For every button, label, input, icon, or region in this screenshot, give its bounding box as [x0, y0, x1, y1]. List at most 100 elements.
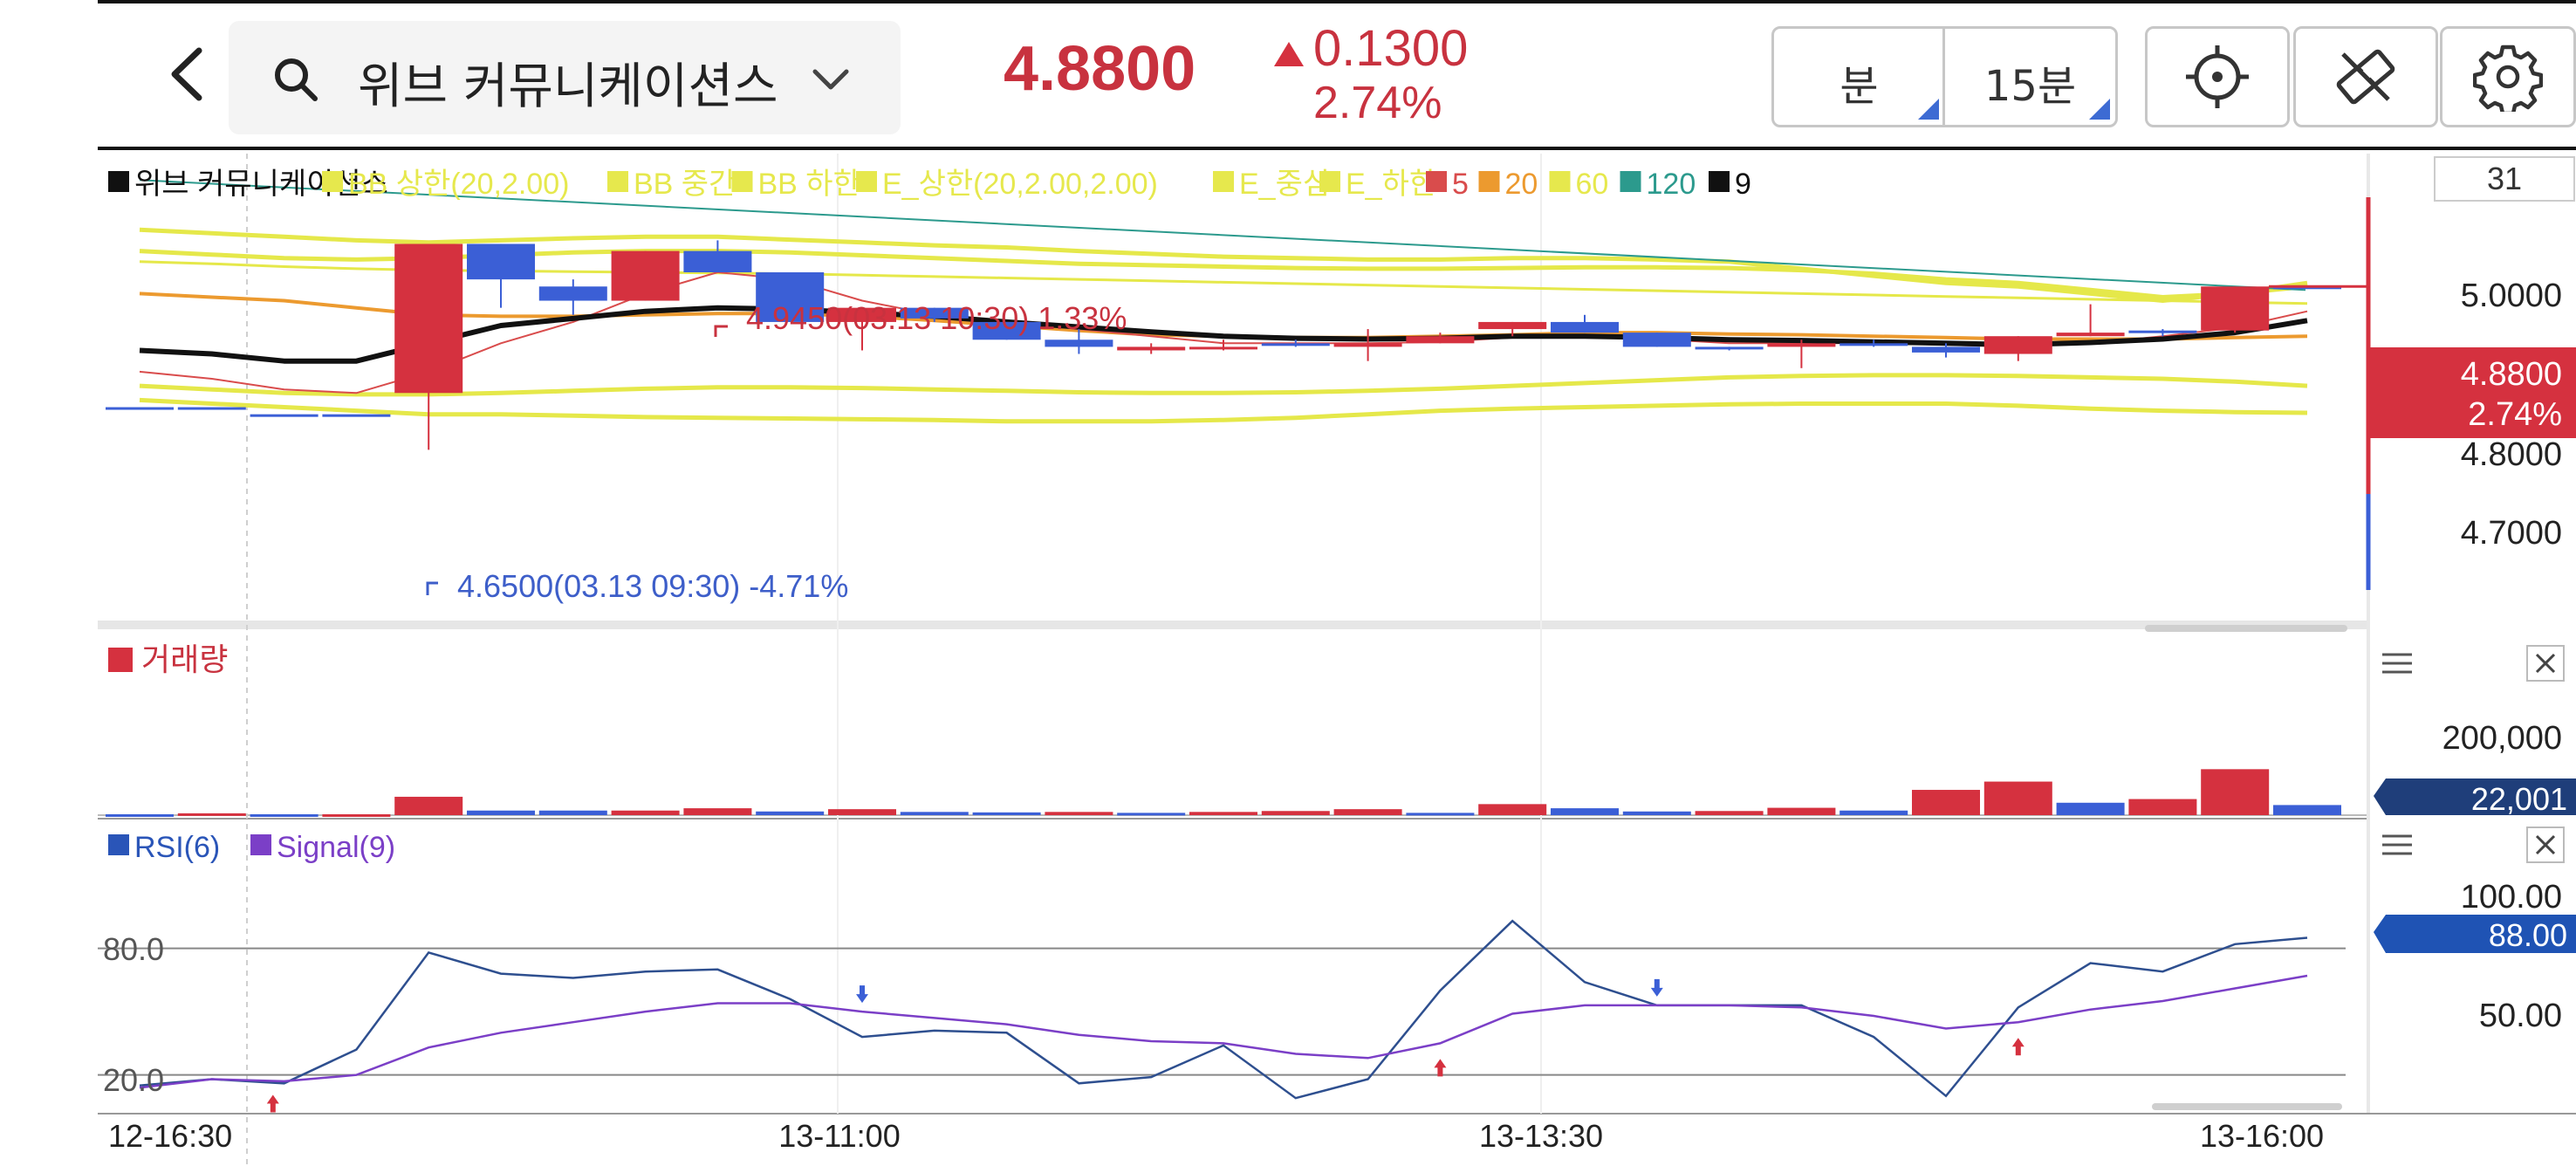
legend-swatch	[1709, 171, 1730, 192]
volume-bar[interactable]	[611, 810, 680, 815]
rsi-close-button[interactable]	[2526, 826, 2565, 863]
candle-body[interactable]	[1840, 343, 1908, 346]
volume-bar[interactable]	[467, 810, 535, 815]
volume-bar[interactable]	[2201, 769, 2270, 815]
rsi-line	[139, 919, 2308, 1100]
header-divider	[98, 147, 2576, 150]
envelope-lower-line	[139, 373, 2308, 397]
settings-button[interactable]	[2440, 26, 2576, 127]
volume-bar[interactable]	[2273, 805, 2341, 815]
volume-bar[interactable]	[1045, 812, 1113, 815]
candle-body[interactable]	[1261, 343, 1330, 346]
candle-body[interactable]	[683, 250, 752, 272]
volume-bar[interactable]	[1406, 813, 1475, 816]
candle-body[interactable]	[828, 307, 896, 322]
volume-bar[interactable]	[1333, 809, 1402, 815]
candle-body[interactable]	[538, 286, 607, 301]
volume-menu-button[interactable]	[2382, 653, 2412, 674]
search-icon	[275, 58, 318, 101]
candle-body[interactable]	[1695, 346, 1764, 350]
candle-body[interactable]	[1767, 343, 1836, 347]
candle-body[interactable]	[2128, 330, 2197, 333]
candle-body[interactable]	[2056, 333, 2125, 337]
legend-label: BB 중간	[634, 168, 736, 201]
volume-bar[interactable]	[394, 796, 463, 815]
rsi-current-tag-value: 88.00	[2489, 917, 2567, 953]
candle-body[interactable]	[972, 321, 1041, 340]
volume-bar[interactable]	[1767, 807, 1836, 815]
rsi-guide-label: 20.0	[103, 1062, 164, 1098]
volume-bar[interactable]	[2128, 799, 2197, 815]
stock-chart[interactable]: 31 4.9450(03.13 10:30) 1.33% 4.6500(03.1…	[0, 154, 2576, 1166]
price-change: 0.1300	[1313, 20, 1469, 77]
volume-title: 거래량	[141, 641, 228, 677]
candle-body[interactable]	[1406, 336, 1475, 344]
candle-body[interactable]	[756, 272, 825, 322]
volume-bar[interactable]	[900, 812, 969, 815]
volume-legend-swatch	[108, 648, 133, 672]
volume-bar[interactable]	[250, 813, 319, 817]
bb-upper-line	[139, 227, 2308, 303]
volume-bar[interactable]	[322, 813, 391, 817]
stock-search-box[interactable]: 위브 커뮤니케이션스	[229, 21, 901, 134]
volume-bar[interactable]	[1983, 781, 2052, 815]
rsi-menu-button[interactable]	[2382, 834, 2412, 855]
volume-bar[interactable]	[1695, 811, 1764, 815]
volume-bar[interactable]	[1117, 813, 1186, 816]
interval-select[interactable]: 15분	[1942, 26, 2118, 127]
legend-label: BB 상한(20,2.00)	[348, 168, 569, 201]
candle-body[interactable]	[1551, 321, 1619, 333]
dropdown-corner-icon	[2089, 99, 2110, 120]
volume-bar[interactable]	[1912, 790, 1980, 815]
volume-bar[interactable]	[1551, 808, 1619, 815]
volume-bar[interactable]	[538, 810, 607, 815]
back-button[interactable]	[148, 35, 227, 113]
volume-bar[interactable]	[1478, 804, 1547, 815]
legend-label: E_상한(20,2.00,2.00)	[882, 168, 1158, 201]
candle-body[interactable]	[106, 407, 174, 410]
candle-body[interactable]	[1983, 336, 2052, 354]
drawing-tools-button[interactable]	[2293, 26, 2438, 127]
period-unit-select[interactable]: 분	[1771, 26, 1947, 127]
candle-body[interactable]	[1622, 333, 1691, 347]
legend-label: E_중심	[1239, 168, 1330, 201]
candle-body[interactable]	[1189, 346, 1257, 350]
volume-bar[interactable]	[1189, 812, 1257, 815]
volume-bar[interactable]	[683, 808, 752, 815]
rsi-current-tag	[2374, 915, 2576, 953]
ma9-line	[139, 305, 2308, 364]
candle-body[interactable]	[250, 414, 319, 417]
legend-label: 5	[1452, 168, 1469, 201]
crosshair-button[interactable]	[2145, 26, 2290, 127]
legend-swatch	[856, 171, 877, 192]
volume-bar[interactable]	[1261, 811, 1330, 815]
candle-body[interactable]	[467, 243, 535, 280]
legend-label: 20	[1505, 168, 1538, 201]
volume-bar[interactable]	[1840, 810, 1908, 815]
low-arrow-icon	[426, 581, 438, 595]
volume-bar[interactable]	[177, 813, 246, 816]
rsi-guide-label: 80.0	[103, 931, 164, 967]
volume-bar[interactable]	[828, 809, 896, 815]
candle-body[interactable]	[1117, 346, 1186, 351]
volume-bar[interactable]	[106, 813, 174, 817]
volume-bar[interactable]	[1622, 811, 1691, 815]
candle-body[interactable]	[322, 414, 391, 417]
volume-bar[interactable]	[2056, 802, 2125, 815]
candle-body[interactable]	[1333, 343, 1402, 347]
volume-bar[interactable]	[756, 811, 825, 815]
chevron-down-icon[interactable]	[810, 65, 852, 93]
volume-close-button[interactable]	[2526, 645, 2565, 682]
candle-body[interactable]	[611, 250, 680, 301]
candle-body[interactable]	[900, 307, 969, 319]
volume-bar[interactable]	[972, 812, 1041, 815]
candle-body[interactable]	[1478, 321, 1547, 330]
candle-body[interactable]	[177, 407, 246, 410]
candle-body[interactable]	[394, 243, 463, 394]
signal-line	[139, 974, 2308, 1089]
candle-body[interactable]	[1912, 346, 1980, 353]
candle-body[interactable]	[1045, 340, 1113, 347]
stock-name: 위브 커뮤니케이션스	[358, 58, 778, 115]
legend-label: 60	[1576, 168, 1609, 201]
candle-body[interactable]	[2201, 286, 2270, 331]
